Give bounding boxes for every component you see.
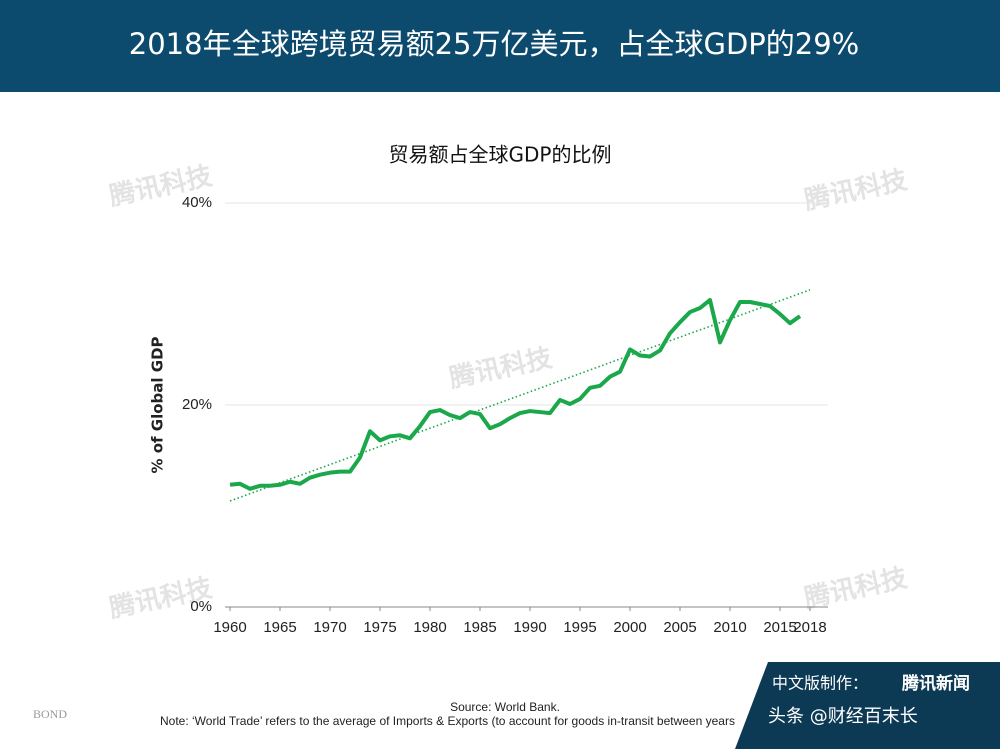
y-tick-label: 20% [182,396,212,413]
source: Source: World Bank. [450,700,560,714]
x-tick-label: 2010 [713,619,746,636]
header-band [0,0,1000,92]
y-tick-label: 0% [190,598,212,615]
brand: BOND [33,707,67,721]
badge-account: 头条 @财经百末长 [768,706,918,727]
x-tick-label: 1970 [313,619,346,636]
x-tick-label: 1965 [263,619,296,636]
y-tick-label: 40% [182,194,212,211]
x-tick-label: 2018 [793,619,826,636]
note: Note: ‘World Trade’ refers to the averag… [160,714,735,728]
watermarks: 腾讯科技 腾讯科技 腾讯科技 腾讯科技 腾讯科技 [107,161,910,624]
x-tick-label: 1975 [363,619,396,636]
watermark: 腾讯科技 [802,165,910,216]
plot: 0% 20% 40% 1960 1965 1970 1975 1980 1985 1990 1995… [182,194,828,636]
x-tick-label: 2005 [663,619,696,636]
badge [735,662,1000,749]
badge-outlet: 腾讯新闻 [902,673,970,694]
x-tick-label: 2000 [613,619,646,636]
chart-title: 贸易额占全球GDP的比例 [389,143,612,167]
data-line [229,297,802,491]
header-title: 2018年全球跨境贸易额25万亿美元，占全球GDP的29% [129,27,859,61]
y-axis-label: % of Global GDP [149,336,167,473]
x-tick-label: 1960 [213,619,246,636]
badge-credit: 中文版制作： [772,674,868,693]
x-tick-label: 1980 [413,619,446,636]
x-tick-label: 2015 [763,619,796,636]
x-tick-label: 1990 [513,619,546,636]
x-tick-label: 1985 [463,619,496,636]
watermark: 腾讯科技 [447,343,555,394]
trendline [229,289,811,502]
x-tick-label: 1995 [563,619,596,636]
